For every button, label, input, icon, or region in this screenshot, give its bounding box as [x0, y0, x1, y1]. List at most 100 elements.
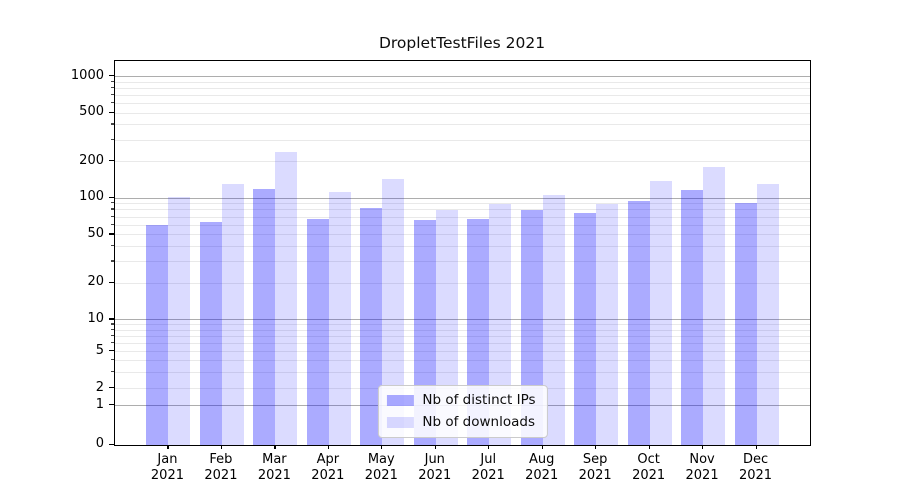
y-minor-tick — [111, 223, 114, 225]
plot-area: Nb of distinct IPs Nb of downloads — [114, 60, 811, 446]
y-minor-tick — [111, 260, 114, 262]
bar-distinct-ips — [199, 221, 222, 445]
y-tick-label: 5 — [95, 342, 104, 358]
major-gridline — [115, 76, 810, 77]
x-tick-label: Feb 2021 — [204, 452, 238, 483]
y-tick — [109, 160, 114, 162]
bar-downloads — [328, 192, 351, 445]
bar-distinct-ips — [681, 189, 704, 445]
x-tick-label: Mar 2021 — [257, 452, 291, 483]
x-tick — [327, 445, 330, 449]
y-minor-tick — [111, 215, 114, 217]
y-minor-tick — [111, 202, 114, 204]
y-minor-tick — [111, 323, 114, 325]
y-tick — [109, 196, 114, 198]
bar-distinct-ips — [627, 200, 650, 445]
minor-gridline — [115, 234, 810, 236]
legend-swatch-distinct-ips — [386, 394, 414, 406]
bar-distinct-ips — [146, 225, 169, 445]
y-tick-label: 0 — [95, 436, 104, 451]
bar-distinct-ips — [306, 219, 329, 445]
bar-downloads — [382, 178, 405, 445]
x-tick-label: Dec 2021 — [738, 452, 773, 483]
minor-gridline — [115, 209, 810, 211]
minor-gridline — [115, 371, 810, 373]
x-tick — [220, 445, 223, 449]
bar-downloads — [221, 184, 244, 445]
y-tick-label: 50 — [87, 225, 104, 241]
bar-distinct-ips — [360, 208, 383, 445]
x-tick-label: Sep 2021 — [578, 452, 612, 483]
legend-item: Nb of downloads — [386, 414, 535, 430]
bar-downloads — [596, 203, 619, 445]
major-gridline — [115, 197, 810, 199]
x-tick-label: May 2021 — [364, 452, 398, 483]
y-minor-tick — [111, 123, 114, 125]
minor-gridline — [115, 139, 810, 141]
y-tick-label: 10 — [87, 310, 104, 326]
minor-gridline — [115, 216, 810, 218]
y-tick-label: 500 — [79, 104, 104, 120]
y-minor-tick — [111, 80, 114, 82]
y-tick-label: 200 — [79, 152, 104, 168]
bar-distinct-ips — [734, 203, 757, 445]
bar-downloads — [756, 183, 779, 445]
y-tick-label: 100 — [79, 189, 104, 205]
y-minor-tick — [111, 370, 114, 372]
x-tick — [595, 445, 597, 449]
bar-downloads — [275, 151, 298, 445]
x-tick-label: Jun 2021 — [418, 452, 452, 483]
bar-downloads — [649, 181, 672, 445]
y-minor-tick — [111, 245, 114, 247]
x-tick-label: Oct 2021 — [632, 452, 666, 483]
minor-gridline — [115, 282, 810, 284]
y-tick — [109, 75, 114, 77]
x-tick — [702, 445, 704, 449]
bar-distinct-ips — [253, 188, 276, 445]
legend-label: Nb of downloads — [422, 414, 535, 430]
x-tick — [381, 445, 383, 449]
y-minor-tick — [111, 341, 114, 343]
x-tick — [541, 445, 543, 449]
major-gridline — [115, 319, 810, 321]
minor-gridline — [115, 246, 810, 248]
x-tick — [274, 445, 276, 449]
minor-gridline — [115, 351, 810, 352]
x-tick-label: Aug 2021 — [525, 452, 559, 483]
y-minor-tick — [111, 328, 114, 330]
bar-downloads — [542, 195, 565, 445]
minor-gridline — [115, 342, 810, 344]
minor-gridline — [115, 335, 810, 337]
minor-gridline — [115, 324, 810, 326]
minor-gridline — [115, 360, 810, 361]
legend-label: Nb of distinct IPs — [422, 392, 536, 408]
y-tick — [109, 350, 114, 352]
y-minor-tick — [111, 208, 114, 210]
y-tick-label: 1000 — [70, 67, 104, 83]
minor-gridline — [115, 124, 810, 126]
y-minor-tick — [111, 334, 114, 336]
y-tick — [109, 318, 114, 320]
bar-downloads — [168, 197, 191, 445]
y-tick-label: 2 — [95, 379, 104, 395]
minor-gridline — [115, 102, 810, 104]
y-tick — [109, 387, 114, 389]
x-tick-label: Jul 2021 — [471, 452, 505, 483]
minor-gridline — [115, 87, 810, 89]
x-tick — [755, 445, 757, 449]
bar-distinct-ips — [574, 212, 597, 445]
y-tick — [109, 281, 114, 283]
minor-gridline — [115, 112, 810, 114]
y-tick-label: 20 — [87, 274, 104, 290]
y-minor-tick — [111, 101, 114, 104]
minor-gridline — [115, 224, 810, 226]
x-tick-label: Apr 2021 — [311, 452, 345, 483]
x-tick — [167, 445, 169, 449]
x-tick-label: Jan 2021 — [150, 452, 184, 483]
minor-gridline — [115, 329, 810, 331]
x-tick — [648, 445, 650, 449]
y-tick — [109, 443, 114, 445]
y-tick — [109, 111, 114, 113]
minor-gridline — [115, 203, 810, 205]
